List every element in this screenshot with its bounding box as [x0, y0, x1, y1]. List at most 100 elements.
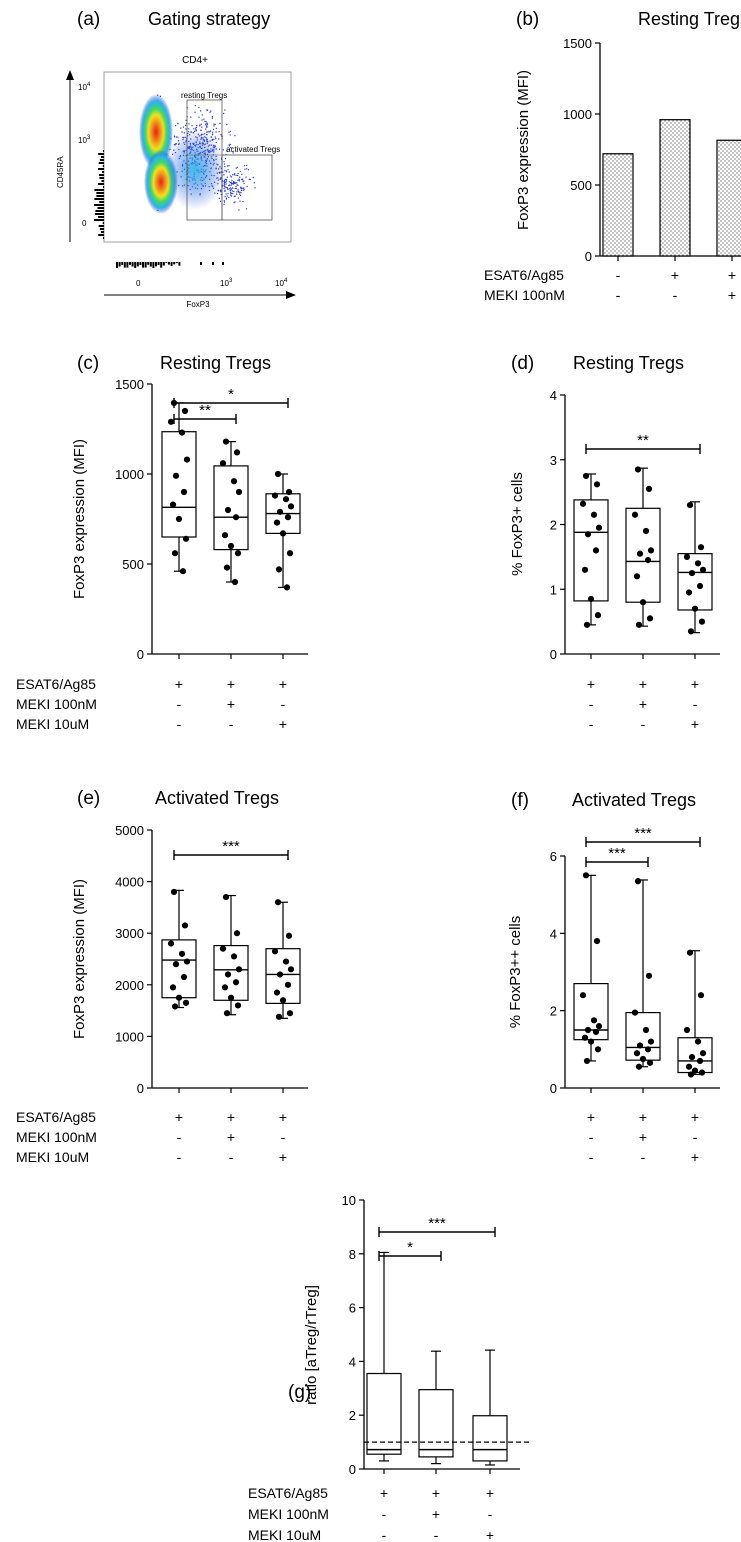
flow-event — [213, 125, 215, 127]
flow-x-histogram-bar — [200, 262, 202, 265]
data-point — [584, 531, 592, 538]
flow-y-histogram-bar — [99, 159, 104, 161]
data-point — [698, 618, 706, 625]
flow-event — [180, 127, 182, 129]
panel-c-title: Resting Tregs — [160, 353, 271, 373]
panel-e-letter: (e) — [77, 788, 100, 809]
box-3 — [677, 501, 713, 635]
data-point — [180, 973, 188, 981]
significance-label: ** — [637, 432, 649, 449]
data-point — [686, 949, 694, 956]
flow-event — [193, 128, 195, 130]
condition-row-label: ESAT6/Ag85 — [248, 1485, 328, 1501]
flow-x-histogram-bar — [222, 262, 224, 265]
data-point — [636, 550, 644, 557]
data-point — [171, 1003, 179, 1010]
flow-event — [243, 187, 245, 189]
data-point — [222, 893, 230, 901]
data-point — [696, 582, 704, 590]
flow-x-histogram-bar — [170, 262, 173, 266]
condition-symbol: + — [691, 716, 699, 732]
panel-f-letter: (f) — [511, 790, 529, 811]
data-point — [271, 492, 279, 499]
flow-event — [195, 126, 198, 128]
flow-event — [225, 181, 227, 183]
flow-event — [227, 193, 229, 195]
data-point — [595, 1023, 603, 1030]
data-point — [273, 519, 281, 526]
flow-y-arrow — [66, 70, 74, 80]
data-point — [644, 557, 652, 564]
flow-event — [204, 120, 206, 122]
flow-event — [230, 189, 232, 191]
data-point — [685, 1063, 693, 1070]
flow-event — [224, 189, 226, 191]
flow-event — [212, 131, 214, 133]
flow-x-histogram-bar — [118, 262, 121, 267]
flow-y-histogram-bar — [98, 168, 104, 170]
box-iqr — [161, 431, 197, 538]
flow-event — [240, 191, 242, 194]
flow-event — [234, 173, 236, 175]
y-tick-label: 2 — [550, 518, 557, 533]
flow-event — [228, 171, 230, 173]
flow-y-histogram-bar — [94, 204, 104, 206]
panel-c-letter: (c) — [77, 353, 99, 374]
condition-symbol: - — [693, 696, 698, 712]
flow-event — [225, 198, 228, 200]
flow-event — [249, 178, 251, 180]
data-point — [227, 994, 235, 1001]
data-point — [232, 514, 240, 521]
box-3 — [265, 470, 301, 591]
condition-symbol: + — [227, 696, 235, 712]
flow-ytick-label: 10 — [78, 136, 87, 145]
flow-event — [227, 165, 229, 167]
flow-y-histogram-bar — [103, 150, 104, 152]
condition-symbol: - — [382, 1527, 387, 1542]
data-point — [582, 472, 590, 480]
flow-y-histogram-bar — [102, 171, 104, 173]
flow-y-histogram-bar — [99, 201, 104, 203]
flow-event — [241, 187, 243, 189]
y-tick-label: 0 — [550, 1081, 557, 1096]
flow-event — [229, 130, 231, 133]
data-point — [279, 997, 287, 1004]
flow-event — [239, 170, 241, 173]
flow-event — [228, 144, 230, 146]
condition-symbol: + — [587, 676, 595, 692]
condition-symbol: - — [616, 267, 621, 283]
gate-activated-label: activated Tregs — [226, 145, 280, 154]
flow-event — [175, 125, 177, 127]
flow-y-histogram-bar — [99, 177, 104, 179]
flow-event — [205, 124, 207, 126]
flow-event — [196, 124, 198, 127]
flow-event — [213, 123, 215, 125]
flow-event — [176, 136, 178, 138]
box-iqr — [366, 1372, 402, 1455]
flow-event — [244, 168, 246, 170]
flow-x-histogram-bar — [134, 262, 137, 268]
flow-event — [224, 109, 226, 111]
flow-event — [218, 131, 220, 133]
flow-event — [237, 184, 239, 186]
flow-event — [236, 193, 238, 195]
flow-event — [200, 129, 202, 131]
flow-event — [237, 173, 239, 175]
condition-symbol: - — [488, 1506, 493, 1522]
data-point — [223, 564, 231, 571]
flow-event — [210, 130, 212, 132]
data-point — [631, 511, 639, 518]
flow-y-histogram-bar — [98, 162, 104, 164]
flow-event — [234, 195, 236, 197]
gate-resting-label: resting Tregs — [181, 91, 227, 100]
flow-event — [211, 117, 213, 119]
flow-event — [240, 187, 242, 189]
significance-label: *** — [222, 838, 240, 855]
condition-symbol: + — [432, 1485, 440, 1501]
data-point — [579, 992, 587, 999]
flow-event — [228, 145, 231, 147]
data-point — [274, 470, 282, 478]
flow-event — [236, 184, 238, 186]
flow-event — [229, 190, 231, 192]
flow-event — [236, 166, 238, 168]
